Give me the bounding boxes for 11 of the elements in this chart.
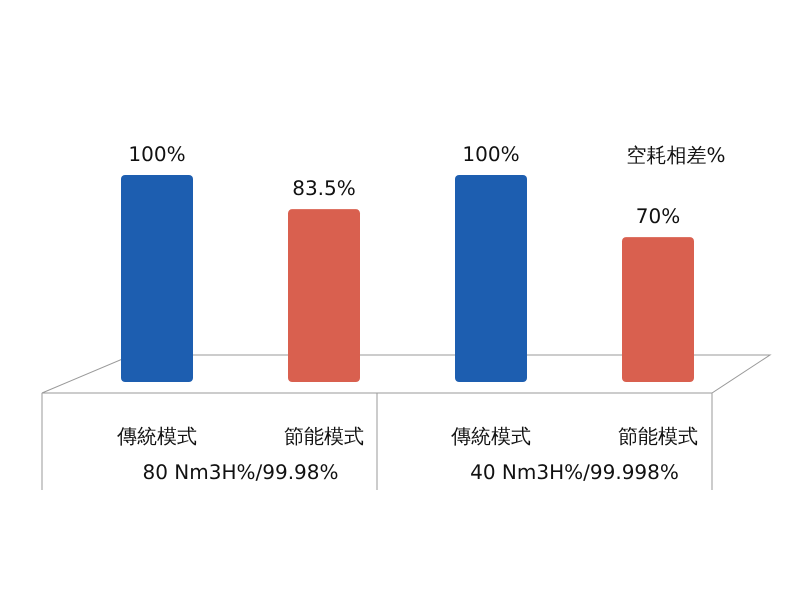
data-label: 70%: [636, 204, 680, 228]
text: 40 Nm3H%/99.998%: [470, 460, 679, 484]
data-label: 83.5%: [292, 176, 356, 200]
text: 80 Nm3H%/99.98%: [142, 460, 339, 484]
chart-title: 空耗相差%: [626, 143, 726, 167]
x-tick-label: 節能模式: [284, 424, 364, 448]
data-label: 100%: [128, 142, 186, 166]
x-tick-label: 傳統模式: [116, 424, 197, 448]
x-tick-label: 節能模式: [618, 424, 698, 448]
data-label: 100%: [462, 142, 520, 166]
x-tick-label: 傳統模式: [450, 424, 531, 448]
